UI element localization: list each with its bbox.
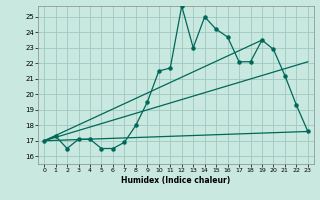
X-axis label: Humidex (Indice chaleur): Humidex (Indice chaleur) [121,176,231,185]
